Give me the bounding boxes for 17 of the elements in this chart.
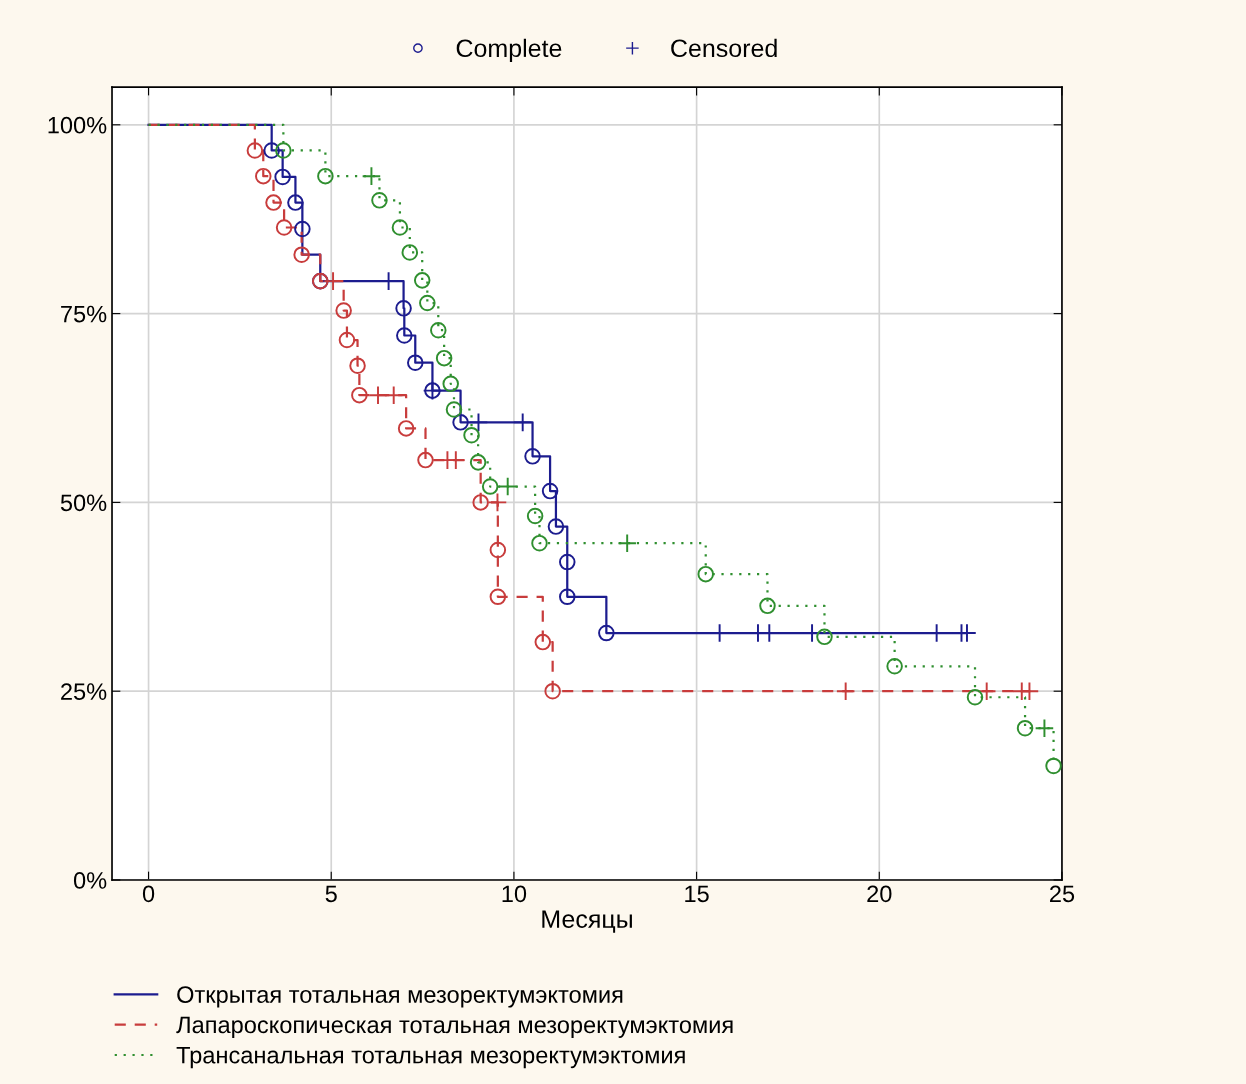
legend-label: Censored bbox=[671, 38, 777, 58]
y-tick-label: 50% bbox=[60, 494, 107, 512]
x-axis-title: Месяцы bbox=[542, 910, 632, 933]
x-tick-label: 10 bbox=[502, 885, 527, 903]
y-tick-label: 0% bbox=[73, 872, 107, 889]
y-tick-label: 100% bbox=[48, 116, 107, 134]
x-tick-label: 5 bbox=[325, 885, 337, 903]
legend-label: Трансанальная тотальная мезоректумэктомия bbox=[176, 1047, 685, 1069]
x-tick-label: 15 bbox=[685, 885, 709, 903]
x-tick-label: 20 bbox=[867, 885, 892, 903]
legend-label: Лапароскопическая тотальная мезоректумэктомия bbox=[176, 1016, 733, 1038]
legend-label: Открытая тотальная мезоректумэктомия bbox=[177, 986, 623, 1008]
y-tick-label: 25% bbox=[61, 683, 107, 700]
y-tick-label: 75% bbox=[61, 305, 107, 323]
x-tick-label: 25 bbox=[1050, 885, 1075, 903]
legend-label: Complete bbox=[456, 38, 562, 63]
x-tick-label: 0 bbox=[142, 885, 155, 903]
